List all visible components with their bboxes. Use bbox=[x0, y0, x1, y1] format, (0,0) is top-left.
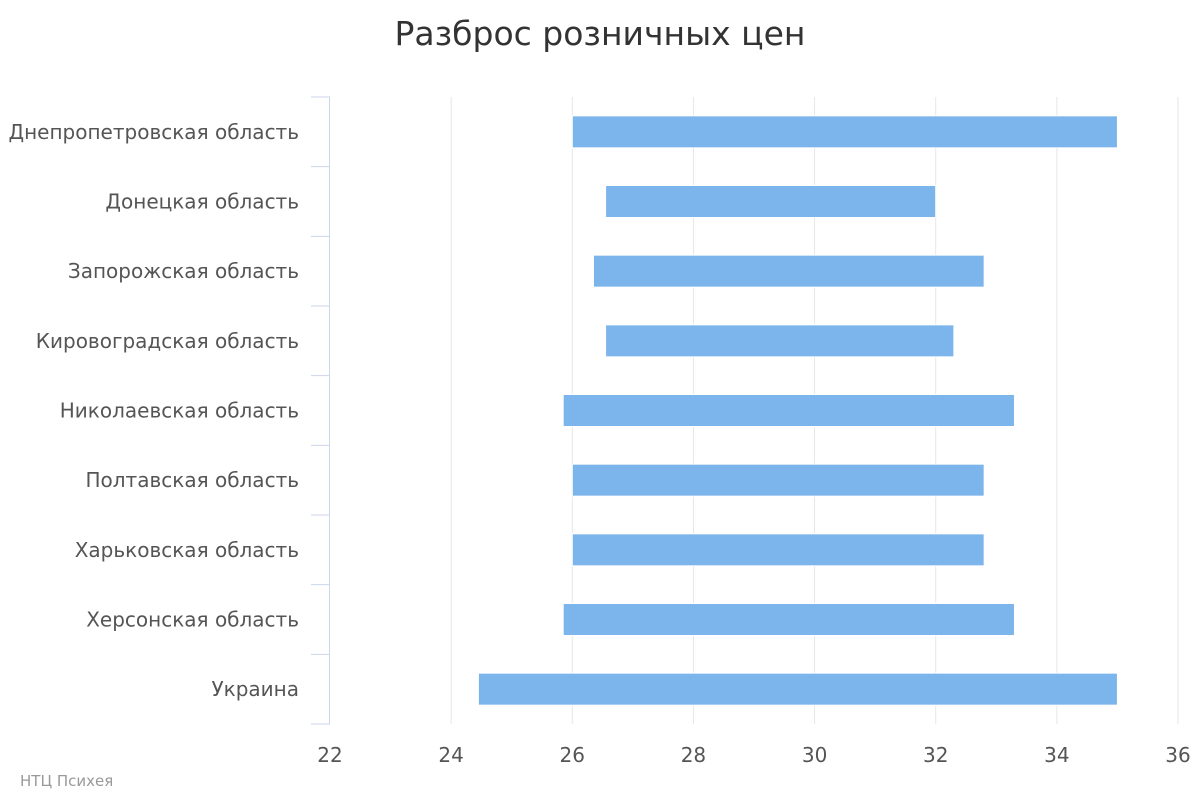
x-tick-label: 24 bbox=[438, 743, 463, 767]
x-tick-label: 28 bbox=[681, 743, 706, 767]
range-bar[interactable] bbox=[605, 185, 937, 218]
category-label: Украина bbox=[211, 677, 299, 701]
x-axis-tick-labels: 22 24 26 28 30 32 34 36 bbox=[317, 743, 1190, 767]
range-bar[interactable] bbox=[605, 324, 955, 358]
category-label: Кировоградская область bbox=[36, 329, 299, 353]
range-bar[interactable] bbox=[477, 672, 1118, 706]
category-label: Днепропетровская область bbox=[8, 120, 299, 144]
range-bar[interactable] bbox=[592, 254, 985, 288]
category-labels: Днепропетровская область Донецкая область… bbox=[8, 120, 299, 701]
range-bar[interactable] bbox=[571, 463, 985, 497]
category-label: Харьковская область bbox=[75, 538, 299, 562]
bars bbox=[477, 115, 1118, 706]
category-label: Полтавская область bbox=[85, 468, 299, 492]
range-bar[interactable] bbox=[571, 115, 1118, 149]
range-bar[interactable] bbox=[562, 603, 1015, 636]
category-label: Донецкая область bbox=[105, 190, 299, 214]
category-label: Николаевская область bbox=[60, 399, 299, 423]
x-tick-label: 32 bbox=[923, 743, 948, 767]
x-tick-label: 22 bbox=[317, 743, 342, 767]
credits-text[interactable]: НТЦ Психея bbox=[20, 772, 114, 790]
x-tick-label: 30 bbox=[802, 743, 827, 767]
x-tick-label: 34 bbox=[1044, 743, 1069, 767]
range-bar[interactable] bbox=[571, 533, 985, 567]
category-label: Херсонская область bbox=[86, 608, 299, 632]
x-tick-label: 36 bbox=[1165, 743, 1190, 767]
category-label: Запорожская область bbox=[68, 259, 299, 283]
y-axis bbox=[311, 96, 330, 725]
x-tick-label: 26 bbox=[560, 743, 585, 767]
chart-title: Разброс розничных цен bbox=[394, 14, 806, 53]
range-bar[interactable] bbox=[562, 394, 1015, 427]
